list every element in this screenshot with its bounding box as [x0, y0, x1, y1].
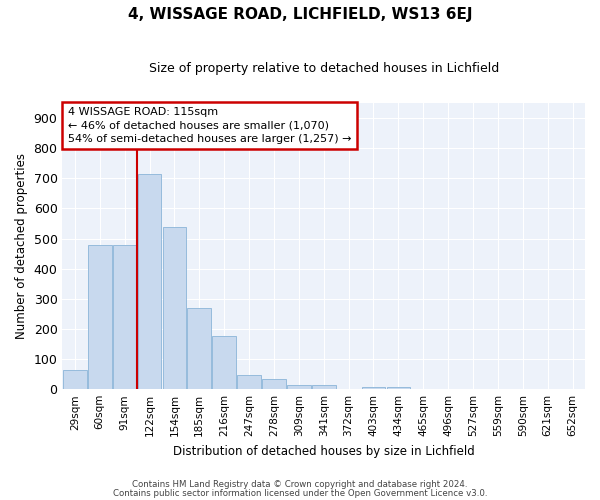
Bar [113, 244, 136, 389]
Y-axis label: Number of detached properties: Number of detached properties [15, 153, 28, 339]
Bar [187, 308, 211, 389]
Bar [163, 226, 186, 389]
Bar [88, 244, 112, 389]
Bar [287, 384, 311, 389]
Bar [262, 379, 286, 389]
Text: Contains public sector information licensed under the Open Government Licence v3: Contains public sector information licen… [113, 489, 487, 498]
Bar [237, 375, 261, 389]
X-axis label: Distribution of detached houses by size in Lichfield: Distribution of detached houses by size … [173, 444, 475, 458]
Text: Contains HM Land Registry data © Crown copyright and database right 2024.: Contains HM Land Registry data © Crown c… [132, 480, 468, 489]
Bar [63, 370, 86, 389]
Text: 4 WISSAGE ROAD: 115sqm
← 46% of detached houses are smaller (1,070)
54% of semi-: 4 WISSAGE ROAD: 115sqm ← 46% of detached… [68, 108, 351, 144]
Bar [212, 336, 236, 389]
Title: Size of property relative to detached houses in Lichfield: Size of property relative to detached ho… [149, 62, 499, 76]
Bar [137, 174, 161, 389]
Bar [312, 386, 335, 389]
Bar [362, 387, 385, 389]
Text: 4, WISSAGE ROAD, LICHFIELD, WS13 6EJ: 4, WISSAGE ROAD, LICHFIELD, WS13 6EJ [128, 8, 472, 22]
Bar [386, 387, 410, 389]
